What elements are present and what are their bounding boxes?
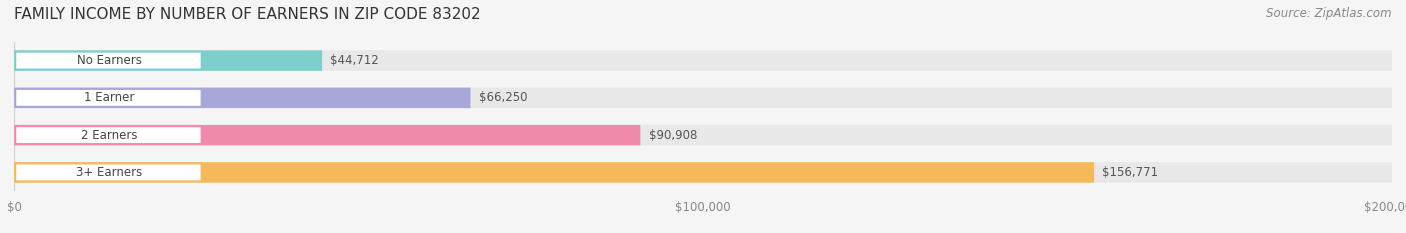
Text: FAMILY INCOME BY NUMBER OF EARNERS IN ZIP CODE 83202: FAMILY INCOME BY NUMBER OF EARNERS IN ZI…: [14, 7, 481, 22]
FancyBboxPatch shape: [14, 125, 1392, 145]
Text: 1 Earner: 1 Earner: [84, 91, 135, 104]
Text: 3+ Earners: 3+ Earners: [76, 166, 142, 179]
FancyBboxPatch shape: [14, 50, 322, 71]
FancyBboxPatch shape: [15, 89, 201, 107]
Text: 2 Earners: 2 Earners: [82, 129, 138, 142]
Text: $44,712: $44,712: [330, 54, 380, 67]
FancyBboxPatch shape: [14, 125, 640, 145]
FancyBboxPatch shape: [14, 88, 471, 108]
FancyBboxPatch shape: [14, 88, 1392, 108]
FancyBboxPatch shape: [14, 162, 1392, 183]
Text: Source: ZipAtlas.com: Source: ZipAtlas.com: [1267, 7, 1392, 20]
FancyBboxPatch shape: [15, 126, 201, 144]
FancyBboxPatch shape: [14, 50, 1392, 71]
Text: $66,250: $66,250: [479, 91, 527, 104]
FancyBboxPatch shape: [14, 162, 1094, 183]
FancyBboxPatch shape: [15, 164, 201, 181]
Text: $156,771: $156,771: [1102, 166, 1159, 179]
FancyBboxPatch shape: [15, 52, 201, 69]
Text: $90,908: $90,908: [648, 129, 697, 142]
Text: No Earners: No Earners: [77, 54, 142, 67]
